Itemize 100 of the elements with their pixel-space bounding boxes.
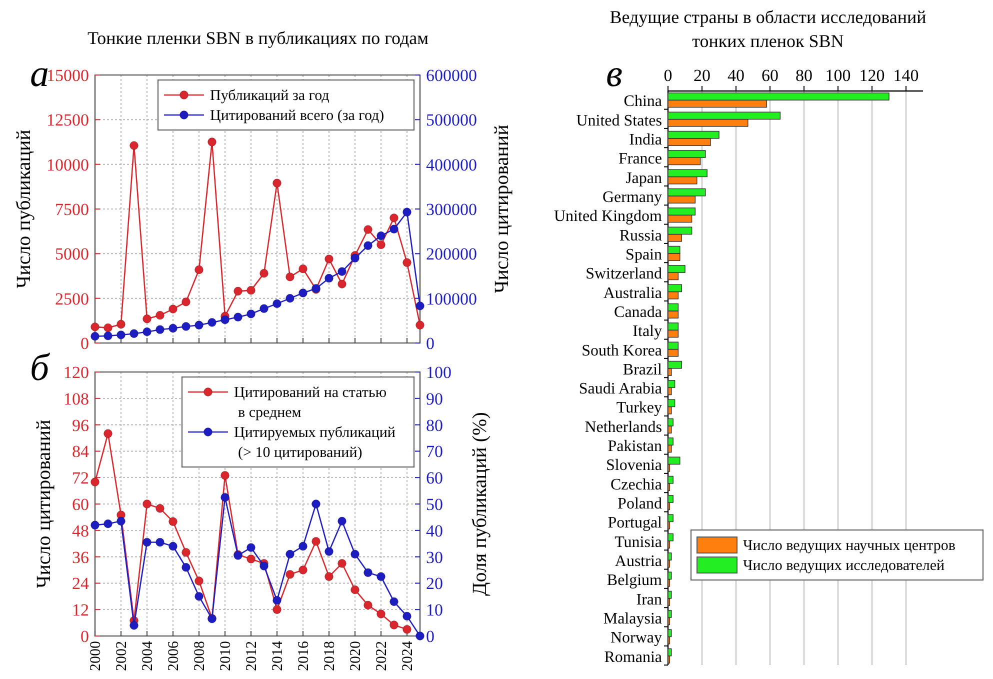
y2-tick-label: 50 xyxy=(426,495,443,514)
point xyxy=(182,322,190,331)
y-tick-label: 96 xyxy=(72,416,89,435)
y2-tick-label: 100 xyxy=(426,363,452,382)
y-tick-label: 84 xyxy=(72,442,90,462)
point xyxy=(246,554,256,564)
x-tick-label: 2008 xyxy=(192,641,208,671)
point xyxy=(416,301,424,310)
y-tick-label: Canada xyxy=(614,304,662,321)
y-tick-label: Slovenia xyxy=(606,457,662,474)
point xyxy=(220,492,230,502)
y-tick-label: 10000 xyxy=(46,155,89,174)
y-tick-label: Germany xyxy=(602,188,662,206)
y-tick-label: 108 xyxy=(64,389,89,408)
point xyxy=(298,288,308,298)
y2-tick-label: 30 xyxy=(426,548,443,567)
point xyxy=(156,310,164,320)
text: а xyxy=(30,53,49,95)
point xyxy=(104,323,112,332)
y-tick-label: 15000 xyxy=(46,66,89,85)
y-tick-label: Netherlands xyxy=(584,418,662,436)
point xyxy=(260,268,268,278)
y-tick-label: 7500 xyxy=(55,200,89,219)
point xyxy=(350,550,360,559)
y-tick-label: China xyxy=(624,93,662,110)
y-tick-label: 5000 xyxy=(55,244,89,264)
y-tick-label: Italy xyxy=(632,323,662,340)
point xyxy=(272,178,282,188)
point xyxy=(116,516,126,526)
text: в xyxy=(606,53,622,95)
point xyxy=(220,470,230,480)
point xyxy=(194,576,204,586)
point xyxy=(390,213,398,222)
point xyxy=(168,517,178,526)
legend-label: Число ведущих исследователей xyxy=(743,558,945,574)
y-tick-label: Turkey xyxy=(616,400,662,417)
point xyxy=(402,624,412,634)
legend-label: Цитируемых публикаций (> 10 цитирований) xyxy=(234,425,396,461)
x-tick-label: 2014 xyxy=(270,640,286,671)
y-tick-label: Romania xyxy=(604,648,662,666)
y-tick-label: France xyxy=(618,150,662,168)
point xyxy=(90,520,100,530)
y2-tick-label: 70 xyxy=(426,442,443,462)
x-tick-label: 2006 xyxy=(166,640,182,671)
y-tick-label: United Kingdom xyxy=(554,208,663,226)
point xyxy=(324,572,334,582)
y2-tick-label: 300000 xyxy=(426,200,477,219)
point xyxy=(350,254,360,263)
point xyxy=(142,538,152,547)
y-tick-label: Poland xyxy=(618,496,662,513)
legend-label: Публикаций за год xyxy=(210,88,330,104)
x-tick-label: 120 xyxy=(859,66,885,85)
x-tick-label: 2012 xyxy=(244,641,260,671)
y2-tick-label: 90 xyxy=(426,389,443,408)
point xyxy=(90,332,100,341)
y-tick-label: Norway xyxy=(610,630,662,647)
point xyxy=(312,536,320,546)
point xyxy=(312,500,320,508)
y-tick-label: Belgium xyxy=(606,572,663,590)
point xyxy=(324,254,334,264)
point xyxy=(376,231,386,240)
legend-label: Число ведущих научных центров xyxy=(743,538,956,554)
y-tick-label: Japan xyxy=(626,170,662,187)
y2-tick-label: 10 xyxy=(426,600,443,620)
point xyxy=(246,286,256,295)
y2-tick-label: 40 xyxy=(426,521,443,540)
y-tick-label: 0 xyxy=(80,334,89,353)
y-axis-title: Число публикаций xyxy=(13,129,35,288)
point xyxy=(116,320,126,329)
point xyxy=(168,324,178,333)
x-tick-label: 100 xyxy=(825,66,851,85)
point xyxy=(130,329,138,338)
point xyxy=(182,548,190,557)
point xyxy=(402,258,412,268)
point xyxy=(194,592,204,601)
point xyxy=(324,547,334,556)
point xyxy=(402,208,412,217)
point xyxy=(130,141,138,150)
point xyxy=(338,516,346,526)
y-tick-label: United States xyxy=(576,112,662,130)
point xyxy=(156,538,164,547)
point xyxy=(376,610,386,618)
point xyxy=(194,265,204,274)
y2-axis-title: Число цитирований xyxy=(491,124,513,294)
y-tick-label: Spain xyxy=(626,246,662,264)
y-tick-label: Australia xyxy=(603,284,662,302)
point xyxy=(208,318,216,327)
y-tick-label: Portugal xyxy=(608,514,663,532)
y-tick-label: Russia xyxy=(619,227,662,244)
x-tick-label: 2018 xyxy=(322,641,338,671)
point xyxy=(272,299,282,308)
point xyxy=(90,478,100,486)
point xyxy=(298,566,308,574)
point xyxy=(338,280,346,288)
point xyxy=(130,620,138,630)
y-tick-label: 0 xyxy=(80,627,89,646)
point xyxy=(364,241,372,250)
y2-tick-label: 500000 xyxy=(426,110,477,130)
y-tick-label: India xyxy=(629,131,662,148)
y-axis-title: Число цитирований xyxy=(33,419,55,588)
